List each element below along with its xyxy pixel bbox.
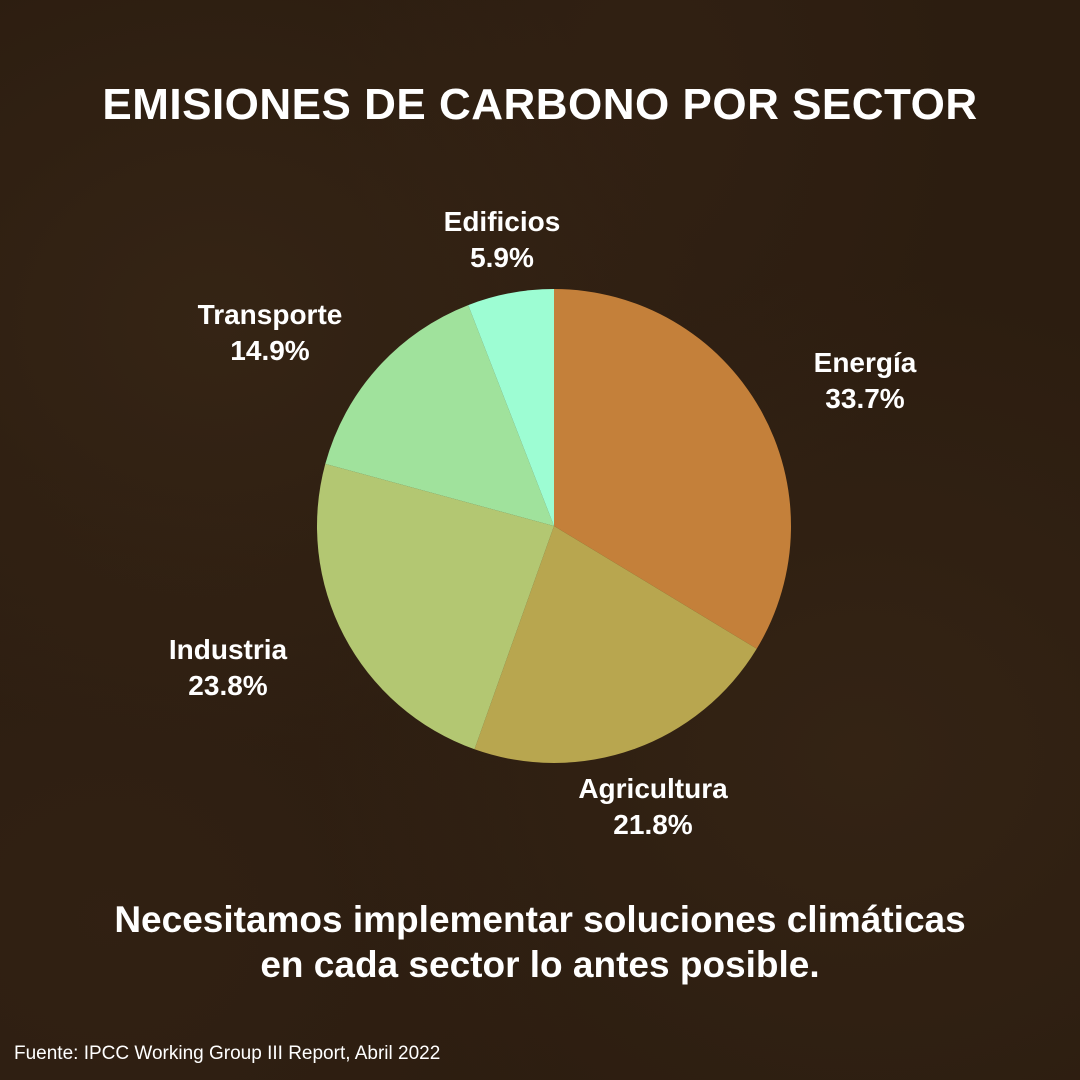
pie-slice-transporte [325, 305, 554, 526]
slice-label-agricultura: Agricultura [578, 773, 728, 804]
pie-slice-edificios [468, 289, 554, 526]
message-line-2: en cada sector lo antes posible. [260, 944, 820, 985]
pie-slices [317, 289, 791, 764]
slice-label-transporte: Transporte [198, 299, 343, 330]
pie-labels: Energía 33.7% Agricultura 21.8% Industria 23.… [169, 206, 917, 840]
slice-label-industria: Industria [169, 634, 288, 665]
slice-value-edificios: 5.9% [470, 242, 534, 273]
slice-label-energía: Energía [814, 347, 917, 378]
slice-value-energía: 33.7% [825, 383, 904, 414]
pie-slice-agricultura [474, 526, 757, 764]
slice-value-transporte: 14.9% [230, 335, 309, 366]
source-note: Fuente: IPCC Working Group III Report, A… [14, 1043, 441, 1064]
slice-value-agricultura: 21.8% [613, 809, 692, 840]
slice-label-edificios: Edificios [444, 206, 561, 237]
message-line-1: Necesitamos implementar soluciones climá… [114, 899, 966, 940]
call-to-action-message: Necesitamos implementar soluciones climá… [0, 897, 1080, 987]
pie-slice-energía [554, 289, 791, 649]
chart-title: EMISIONES DE CARBONO POR SECTOR [102, 80, 978, 129]
slice-value-industria: 23.8% [188, 670, 267, 701]
pie-slice-industria [317, 463, 554, 750]
